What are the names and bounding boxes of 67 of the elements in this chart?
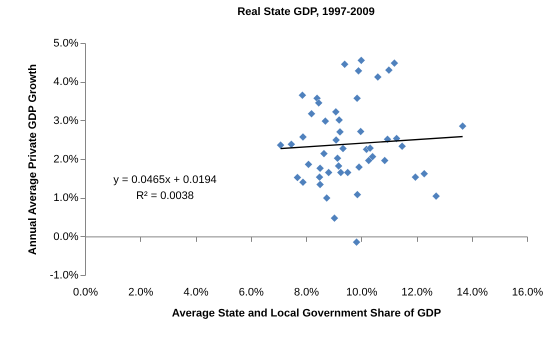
point [332,108,340,116]
y-tick-label: 3.0% [53,114,79,127]
point [354,66,363,75]
point [336,168,345,177]
y-axis-title: Annual Average Private GDP Growth [26,64,39,255]
point [333,154,342,162]
point [298,178,307,186]
point [287,140,296,148]
x-tick-label: 2.0% [128,286,154,298]
point [356,128,365,136]
point [355,163,364,172]
x-tick-label: 14.0% [456,286,488,298]
point [324,168,333,177]
x-tick-label: 10.0% [346,286,378,298]
point [304,160,313,168]
x-tick-label: 16.0% [512,286,544,298]
y-tick-label: 4.0% [53,76,79,88]
point [334,162,343,170]
point [390,59,398,68]
point [364,156,373,165]
point [352,238,361,246]
point [340,60,349,68]
point [308,110,316,118]
x-tick-label: 8.0% [294,286,320,298]
annotation: R² = 0.0038 [136,190,194,202]
point [316,180,324,189]
point [320,150,328,158]
point [344,168,352,177]
y-tick-label: 2.0% [53,154,79,166]
point [380,156,389,165]
point [374,73,382,82]
point [366,144,374,152]
point [276,141,285,150]
y-tick-label: -1.0% [50,270,79,282]
point [420,170,428,178]
y-tick-label: 5.0% [53,38,79,50]
point [432,192,440,200]
point [353,190,362,199]
point [384,66,393,74]
point [411,173,420,182]
point [321,117,330,126]
annotation: y = 0.0465x + 0.0194 [113,174,217,186]
point [336,128,344,136]
point [332,136,340,144]
x-tick-label: 12.0% [401,286,433,298]
point [338,144,348,153]
point [314,98,323,107]
point [330,214,338,222]
point [293,174,302,182]
y-tick-label: 0.0% [53,230,79,243]
point [458,122,467,130]
point [322,194,331,202]
point [298,132,307,141]
point [353,94,362,102]
point [335,116,344,124]
x-tick-label: 4.0% [183,286,209,298]
point [298,91,306,100]
x-axis-title: Average State and Local Government Share of GDP [172,308,442,320]
point [398,142,406,150]
x-tick-label: 0.0% [72,286,98,298]
point [316,164,324,172]
point [357,56,366,64]
point [368,152,377,161]
x-tick-label: 6.0% [238,286,264,298]
point [316,173,324,182]
chart-title: Real State GDP, 1997-2009 [237,6,375,18]
y-tick-label: 1.0% [53,192,79,204]
